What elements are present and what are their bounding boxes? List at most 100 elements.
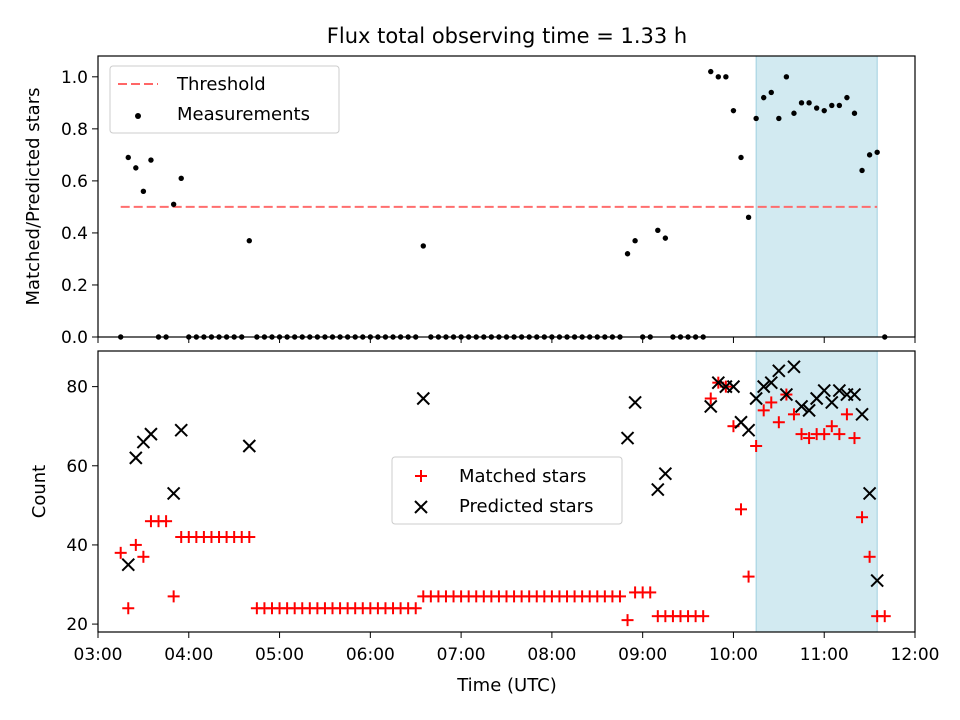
data-point	[662, 235, 669, 241]
matched-point	[818, 428, 831, 441]
data-point	[753, 115, 759, 122]
data-point	[715, 74, 722, 80]
predicted-point	[817, 383, 831, 398]
x-tick-label: 08:00	[527, 645, 576, 665]
legend: Matched stars Predicted stars	[391, 456, 623, 525]
x-tick-label: 06:00	[346, 645, 395, 665]
matched-point	[644, 586, 657, 599]
matched-point	[795, 428, 808, 441]
chart-title: Flux total observing time = 1.33 h	[327, 24, 687, 48]
predicted-point	[416, 391, 430, 406]
matched-point	[765, 396, 778, 409]
data-point	[776, 115, 782, 122]
predicted-point	[704, 399, 718, 414]
y-axis-label: Matched/Predicted stars	[23, 88, 44, 306]
predicted-point	[832, 383, 847, 398]
predicted-point	[166, 486, 181, 501]
matched-point	[114, 546, 127, 559]
data-point	[768, 89, 774, 96]
data-point	[738, 154, 744, 161]
legend-measurements-swatch	[135, 113, 141, 119]
legend-threshold-label: Threshold	[176, 74, 266, 95]
predicted-point	[144, 427, 158, 441]
predicted-point	[658, 466, 673, 481]
data-point	[783, 74, 790, 80]
predicted-point	[242, 439, 257, 453]
x-tick-label: 12:00	[891, 645, 940, 665]
x-tick-label: 04:00	[164, 645, 213, 665]
data-point	[140, 188, 147, 194]
matched-point	[704, 392, 717, 405]
highlight-span	[755, 55, 878, 338]
data-point	[761, 94, 767, 101]
data-point	[806, 100, 812, 106]
data-point	[798, 100, 805, 106]
predicted-point	[756, 379, 771, 394]
x-axis-label: Time (UTC)	[456, 675, 557, 696]
x-tick-label: 09:00	[618, 645, 667, 665]
predicted-point	[121, 558, 135, 572]
measurement-points	[117, 68, 888, 340]
data-point	[874, 149, 880, 155]
matched-point	[160, 515, 173, 528]
data-point	[624, 251, 631, 257]
matched-point	[787, 408, 800, 421]
predicted-point	[787, 360, 801, 374]
legend-box	[109, 65, 340, 134]
matched-point	[167, 590, 180, 603]
x-tick-label: 07:00	[437, 645, 486, 665]
data-point	[148, 157, 154, 163]
axis-ticks: 20 40 60 80 03:00 04:00 05:00 06:00 07:00 08:00 09…	[66, 378, 939, 665]
matched-point	[772, 416, 785, 429]
axis-ticks: 0.0 0.2 0.4 0.6 0.8 1.0	[61, 68, 916, 348]
matched-point	[613, 590, 626, 603]
y-tick-label: 0.2	[61, 276, 88, 296]
predicted-point	[174, 423, 188, 437]
y-tick-label: 1.0	[61, 68, 88, 88]
matched-point	[803, 432, 816, 445]
predicted-point	[628, 395, 642, 410]
predicted-point	[862, 486, 877, 501]
data-point	[632, 238, 638, 244]
data-point	[844, 94, 850, 101]
y-tick-label: 20	[66, 615, 88, 635]
predicted-point	[726, 379, 741, 394]
x-tick-label: 05:00	[255, 645, 304, 665]
legend-measurements-label: Measurements	[177, 104, 310, 125]
predicted-point	[855, 407, 869, 422]
highlight-span	[755, 350, 878, 633]
data-point	[246, 238, 252, 244]
matched-point	[848, 432, 861, 445]
legend-box	[391, 456, 623, 525]
x-tick-label: 03:00	[74, 645, 123, 665]
data-point	[170, 201, 177, 208]
data-point	[178, 175, 184, 181]
plot-frame	[97, 350, 916, 633]
y-tick-label: 60	[66, 457, 88, 477]
predicted-point	[825, 395, 839, 410]
data-point	[655, 227, 661, 234]
y-tick-label: 0.8	[61, 120, 88, 140]
data-point	[420, 243, 426, 249]
predicted-point	[749, 391, 763, 406]
matched-point	[129, 538, 142, 551]
predicted-point	[651, 482, 665, 497]
data-point	[813, 105, 820, 111]
data-point	[133, 165, 139, 171]
data-point	[821, 107, 827, 114]
predicted-point	[847, 387, 862, 402]
count-points	[114, 360, 891, 627]
predicted-point	[794, 399, 809, 414]
legend-predicted-swatch	[414, 500, 428, 514]
legend-matched-label: Matched stars	[459, 466, 586, 487]
matched-point	[750, 439, 763, 452]
legend: Threshold Measurements	[109, 65, 340, 134]
matched-point	[409, 602, 422, 615]
x-tick-label: 10:00	[709, 645, 758, 665]
legend-predicted-label: Predicted stars	[459, 496, 593, 517]
y-tick-label: 80	[66, 378, 88, 398]
matched-point	[137, 550, 150, 563]
predicted-point	[129, 451, 143, 465]
data-point	[723, 74, 729, 80]
